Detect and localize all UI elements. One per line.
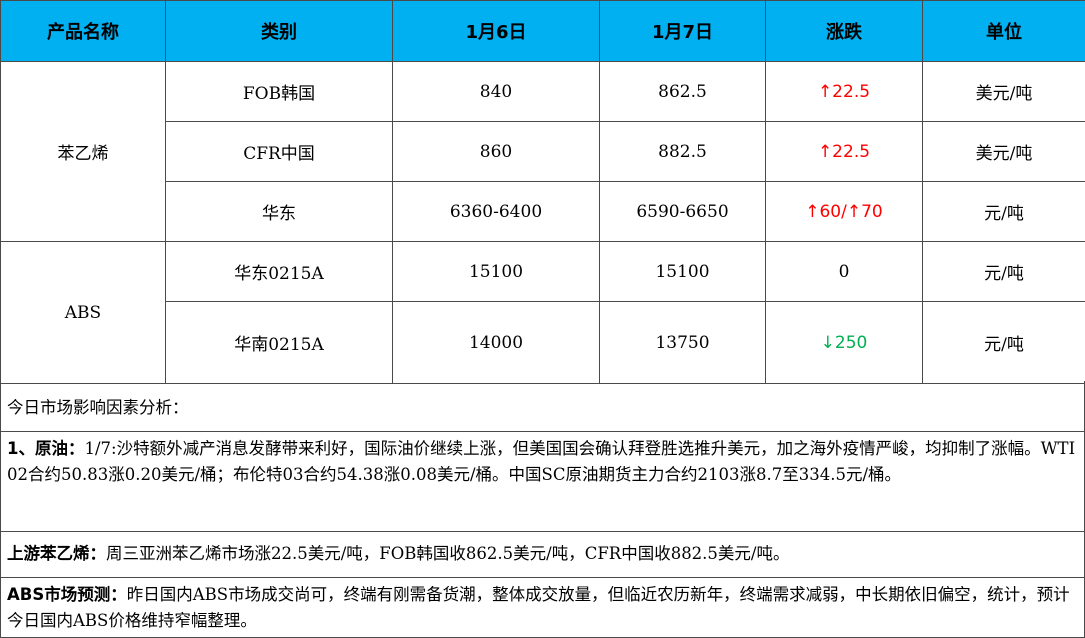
note-abs-forecast: ABS市场预测：昨日国内ABS市场成交尚可，终端有刚需备货潮，整体成交放量，但临… — [0, 578, 1085, 638]
change-cell: ↑22.5 — [765, 121, 923, 182]
note-abs-title: ABS市场预测： — [7, 585, 127, 604]
change-cell: 0 — [765, 241, 923, 302]
analysis-notes: 今日市场影响因素分析： 1、原油：1/7:沙特额外减产消息发酵带来利好，国际油价… — [0, 381, 1085, 638]
notes-intro-text: 今日市场影响因素分析： — [7, 398, 189, 417]
jan7-cell: 882.5 — [599, 121, 766, 182]
jan7-cell: 15100 — [599, 241, 766, 302]
jan6-cell: 15100 — [392, 241, 600, 302]
header-change: 涨跌 — [765, 0, 923, 62]
header-jan6: 1月6日 — [392, 0, 600, 62]
note-abs-text: 昨日国内ABS市场成交尚可，终端有刚需备货潮，整体成交放量，但临近农历新年，终端… — [7, 585, 1070, 630]
change-cell: ↑60/↑70 — [765, 181, 923, 242]
unit-cell: 元/吨 — [922, 301, 1085, 384]
change-cell: ↓250 — [765, 301, 923, 384]
table-row: 华南0215A 14000 13750 ↓250 元/吨 — [1, 301, 1085, 384]
unit-cell: 元/吨 — [922, 181, 1085, 242]
header-jan7: 1月7日 — [599, 0, 766, 62]
unit-cell: 美元/吨 — [922, 61, 1085, 122]
note-crude-title: 1、原油： — [7, 439, 85, 458]
category-cell: 华南0215A — [165, 301, 393, 384]
jan6-cell: 14000 — [392, 301, 600, 384]
product-cell-styrene: 苯乙烯 — [0, 61, 166, 242]
category-cell: CFR中国 — [165, 121, 393, 182]
table-row: ABS 华东0215A 15100 15100 0 元/吨 — [0, 241, 1085, 384]
note-styrene-title: 上游苯乙烯： — [7, 544, 106, 563]
table-row: CFR中国 860 882.5 ↑22.5 美元/吨 — [1, 121, 1085, 182]
unit-cell: 美元/吨 — [922, 121, 1085, 182]
note-styrene-text: 周三亚洲苯乙烯市场涨22.5美元/吨，FOB韩国收862.5美元/吨，CFR中国… — [106, 544, 790, 563]
note-crude-oil: 1、原油：1/7:沙特额外减产消息发酵带来利好，国际油价继续上涨，但美国国会确认… — [0, 432, 1085, 532]
jan6-cell: 860 — [392, 121, 600, 182]
category-cell: 华东0215A — [165, 241, 393, 302]
table-header-row: 产品名称 类别 1月6日 1月7日 涨跌 单位 — [0, 0, 1085, 62]
jan6-cell: 6360-6400 — [392, 181, 600, 242]
jan7-cell: 13750 — [599, 301, 766, 384]
header-unit: 单位 — [922, 0, 1085, 62]
price-table: 产品名称 类别 1月6日 1月7日 涨跌 单位 苯乙烯 FOB韩国 840 86… — [0, 0, 1085, 384]
unit-cell: 元/吨 — [922, 241, 1085, 302]
change-cell: ↑22.5 — [765, 61, 923, 122]
jan7-cell: 6590-6650 — [599, 181, 766, 242]
table-row: 华东 6360-6400 6590-6650 ↑60/↑70 元/吨 — [1, 181, 1085, 242]
note-crude-text: 1/7:沙特额外减产消息发酵带来利好，国际油价继续上涨，但美国国会确认拜登胜选推… — [7, 439, 1085, 484]
note-upstream-styrene: 上游苯乙烯：周三亚洲苯乙烯市场涨22.5美元/吨，FOB韩国收862.5美元/吨… — [0, 532, 1085, 578]
header-category: 类别 — [165, 0, 393, 62]
jan7-cell: 862.5 — [599, 61, 766, 122]
notes-intro: 今日市场影响因素分析： — [0, 381, 1085, 432]
jan6-cell: 840 — [392, 61, 600, 122]
product-cell-abs: ABS — [0, 241, 166, 384]
table-row: 苯乙烯 FOB韩国 840 862.5 ↑22.5 美元/吨 — [0, 61, 1085, 242]
category-cell: FOB韩国 — [165, 61, 393, 122]
header-product: 产品名称 — [0, 0, 166, 62]
category-cell: 华东 — [165, 181, 393, 242]
